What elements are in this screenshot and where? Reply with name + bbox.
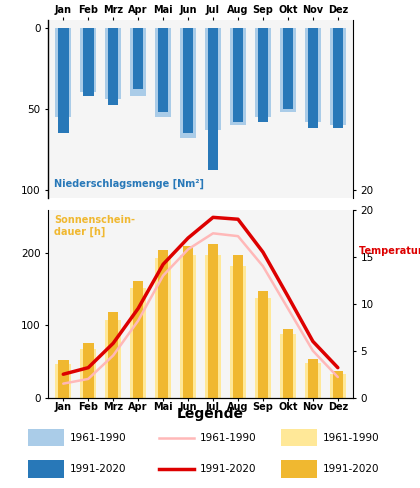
Text: 1991-2020: 1991-2020 [200, 464, 257, 474]
Text: 1991-2020: 1991-2020 [70, 464, 126, 474]
Bar [105, 320, 121, 398]
Bar [255, 28, 271, 117]
Bar [258, 28, 268, 122]
Bar [305, 363, 321, 398]
Bar [58, 28, 68, 133]
Bar [158, 28, 168, 112]
Bar [130, 288, 146, 398]
Text: 1961-1990: 1961-1990 [200, 433, 257, 443]
Bar [230, 28, 246, 125]
Bar [80, 28, 96, 92]
Bar [305, 28, 321, 122]
Bar [133, 281, 143, 398]
Text: 1961-1990: 1961-1990 [323, 433, 379, 443]
Bar [280, 334, 296, 398]
Bar [280, 28, 296, 112]
Bar [155, 28, 171, 117]
Text: Niederschlagsmenge [Nm²]: Niederschlagsmenge [Nm²] [55, 179, 205, 189]
Bar [55, 364, 71, 398]
Text: Sonnenschein-
dauer [h]: Sonnenschein- dauer [h] [55, 216, 135, 237]
Bar [330, 28, 346, 125]
Bar [108, 312, 118, 398]
Bar [333, 28, 343, 128]
Bar [205, 255, 221, 398]
Bar [183, 246, 193, 398]
Bar [130, 28, 146, 96]
Bar [255, 298, 271, 398]
Bar [330, 374, 346, 398]
Bar [83, 343, 94, 398]
Bar [155, 258, 171, 398]
Bar [83, 28, 94, 96]
Bar [233, 255, 243, 398]
Text: 1961-1990: 1961-1990 [70, 433, 126, 443]
FancyBboxPatch shape [281, 461, 317, 478]
Bar [230, 266, 246, 398]
Bar [183, 28, 193, 133]
Bar [55, 28, 71, 117]
Bar [307, 28, 318, 128]
Text: 1991-2020: 1991-2020 [323, 464, 379, 474]
Bar [233, 28, 243, 122]
Bar [108, 28, 118, 105]
Bar [283, 28, 293, 108]
Bar [58, 360, 68, 398]
Bar [307, 360, 318, 398]
Bar [180, 255, 196, 398]
Text: Legende: Legende [176, 407, 244, 421]
Bar [80, 348, 96, 398]
Bar [258, 291, 268, 398]
Bar [158, 249, 168, 398]
Bar [283, 329, 293, 398]
FancyBboxPatch shape [29, 429, 64, 447]
Text: Temperatur [°C]: Temperatur [°C] [359, 246, 420, 256]
Bar [133, 28, 143, 89]
Bar [333, 371, 343, 398]
Bar [208, 244, 218, 398]
Bar [205, 28, 221, 130]
Bar [208, 28, 218, 170]
FancyBboxPatch shape [281, 429, 317, 447]
FancyBboxPatch shape [29, 461, 64, 478]
Bar [105, 28, 121, 99]
Bar [180, 28, 196, 138]
